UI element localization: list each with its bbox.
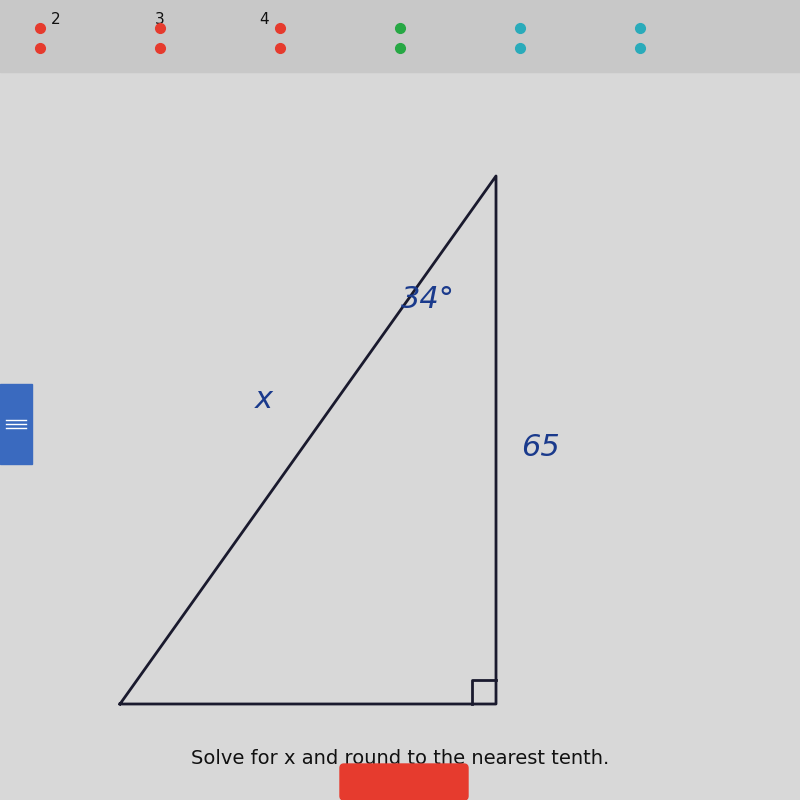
Text: x: x bbox=[255, 386, 273, 414]
Text: 34°: 34° bbox=[401, 286, 455, 314]
Bar bbox=[0, 384, 32, 464]
Text: Solve for x and round to the nearest tenth.: Solve for x and round to the nearest ten… bbox=[191, 749, 609, 768]
Bar bbox=[0, 0, 800, 72]
FancyBboxPatch shape bbox=[340, 764, 468, 800]
Text: 65: 65 bbox=[521, 434, 559, 462]
Text: 2: 2 bbox=[51, 13, 61, 27]
Text: 4: 4 bbox=[259, 13, 269, 27]
Text: 3: 3 bbox=[155, 13, 165, 27]
